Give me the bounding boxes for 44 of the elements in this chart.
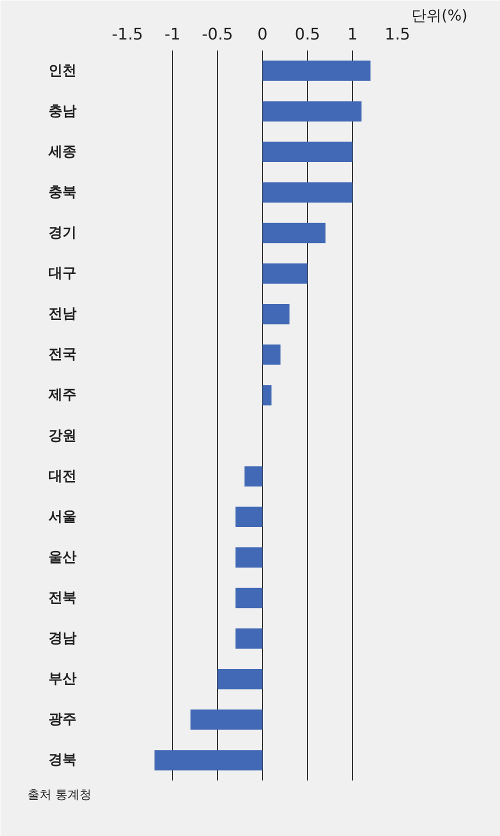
x-tick-label: 0.5 <box>294 24 320 44</box>
bar <box>262 182 352 203</box>
bar <box>262 304 290 324</box>
y-tick-label: 충북 <box>48 184 76 200</box>
x-tick-label: -0.5 <box>202 24 234 44</box>
y-tick-label: 광주 <box>48 712 76 728</box>
bar <box>236 588 262 608</box>
bar <box>236 628 262 649</box>
y-tick-label: 전북 <box>48 590 76 606</box>
bar <box>218 668 262 690</box>
bar <box>262 101 362 122</box>
y-tick-label: 충남 <box>48 103 76 120</box>
bar <box>154 750 262 770</box>
y-tick-label: 전남 <box>48 306 76 322</box>
x-tick-label: -1.5 <box>112 24 144 44</box>
y-tick-label: 대구 <box>48 266 76 282</box>
y-tick-label: 세종 <box>48 144 76 160</box>
bar <box>262 263 308 284</box>
bar <box>236 506 262 528</box>
bar <box>236 547 262 568</box>
source-note: 출처 통계청 <box>28 788 92 802</box>
bar <box>190 710 262 730</box>
x-tick-label: 1 <box>347 24 358 44</box>
bar <box>262 344 280 365</box>
x-tick-label: 0 <box>257 24 268 44</box>
y-tick-label: 경북 <box>48 752 76 768</box>
x-axis-title: 단위(%) <box>412 6 468 24</box>
x-tick-label: -1 <box>164 24 180 44</box>
y-tick-label: 부산 <box>48 671 76 688</box>
y-tick-label: 인천 <box>48 62 76 79</box>
bar <box>244 466 262 486</box>
bar <box>262 60 370 81</box>
bar <box>262 385 272 406</box>
y-tick-label: 강원 <box>48 428 76 444</box>
y-tick-label: 제주 <box>48 387 76 404</box>
bar <box>262 142 352 162</box>
y-tick-label: 대전 <box>48 468 76 484</box>
y-tick-label: 경남 <box>48 630 76 647</box>
y-tick-label: 전국 <box>48 346 76 363</box>
y-tick-label: 서울 <box>48 508 76 525</box>
y-tick-label: 울산 <box>48 549 76 566</box>
y-tick-label: 경기 <box>48 225 76 241</box>
x-tick-label: 1.5 <box>384 24 410 44</box>
bar <box>262 222 326 244</box>
